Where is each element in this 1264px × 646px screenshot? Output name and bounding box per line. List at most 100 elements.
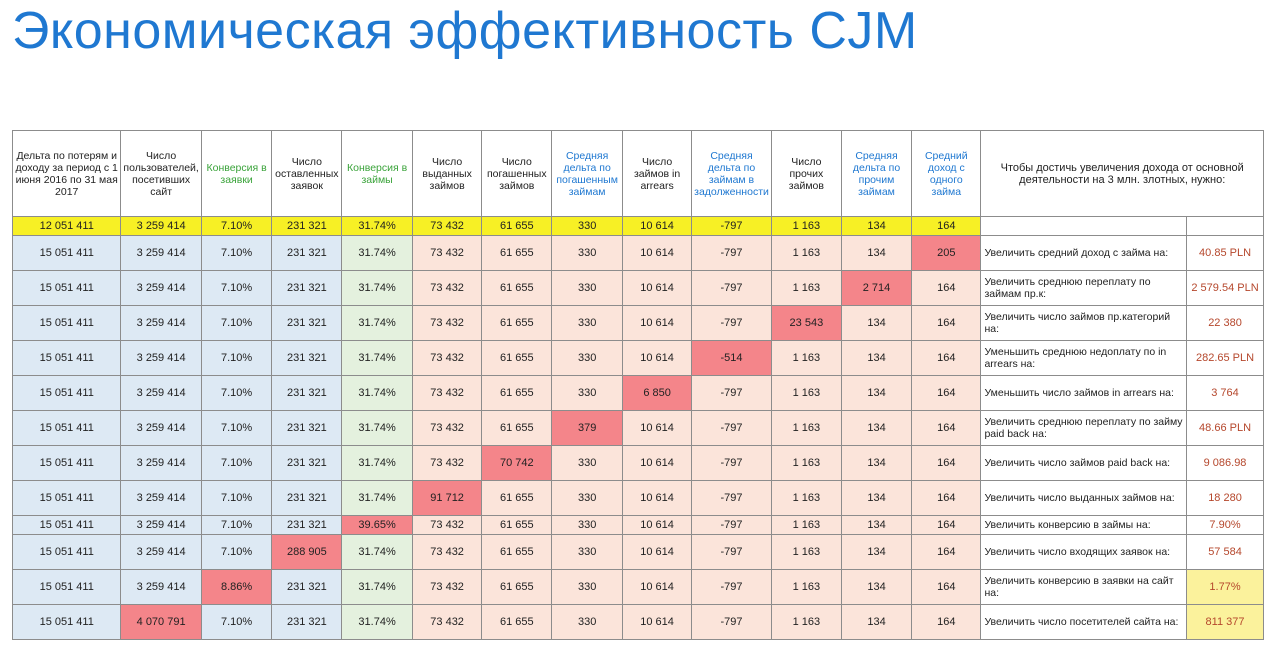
baseline-cell: 7.10%: [200, 216, 273, 236]
value-cell: -797: [691, 410, 772, 446]
value-cell: 134: [840, 340, 913, 376]
value-cell: 7.10%: [200, 235, 273, 271]
value-cell: 31.74%: [341, 235, 413, 271]
action-label: Увеличить среднюю переплату по займам пр…: [980, 270, 1188, 306]
value-cell: -797: [691, 569, 772, 605]
baseline-cell: 73 432: [411, 216, 483, 236]
value-cell: 1 163: [770, 604, 842, 640]
target-value: 2 579.54 PLN: [1186, 270, 1264, 306]
value-cell: 3 259 414: [120, 340, 202, 376]
value-cell: 134: [840, 515, 913, 535]
scenario-row: 15 051 411 4 070 791 7.10% 231 321 31.74% 73 …: [11, 604, 1264, 640]
scenario-row: 15 051 411 3 259 414 7.10% 231 321 31.74% 73 …: [11, 375, 1264, 411]
action-label: Увеличить число посетителей сайта на:: [980, 604, 1188, 640]
value-cell: 73 432: [411, 270, 483, 306]
value-cell: 7.10%: [200, 410, 273, 446]
value-cell: 10 614: [622, 445, 693, 481]
value-cell: -797: [691, 375, 772, 411]
scenario-row: 15 051 411 3 259 414 7.10% 231 321 31.74% 73 …: [11, 445, 1264, 481]
baseline-cell: 12 051 411: [11, 216, 122, 236]
value-cell: 330: [551, 305, 624, 341]
value-cell: 31.74%: [341, 305, 413, 341]
empty-cell: [1186, 216, 1264, 236]
value-cell: 3 259 414: [120, 569, 202, 605]
value-cell: 1 163: [770, 534, 842, 570]
value-cell: 10 614: [622, 340, 693, 376]
value-cell: 231 321: [271, 515, 343, 535]
value-cell: 7.10%: [200, 270, 273, 306]
value-cell: 164: [911, 445, 982, 481]
value-cell: 10 614: [622, 515, 693, 535]
value-cell: 134: [840, 480, 913, 516]
value-cell: 231 321: [271, 604, 343, 640]
value-cell: 1 163: [770, 569, 842, 605]
value-cell: -797: [691, 604, 772, 640]
action-label: Увеличить число входящих заявок на:: [980, 534, 1188, 570]
value-cell: 231 321: [271, 340, 343, 376]
action-label: Увеличить средний доход с займа на:: [980, 235, 1188, 271]
baseline-cell: 3 259 414: [120, 216, 202, 236]
value-cell: 15 051 411: [11, 235, 122, 271]
baseline-cell: 1 163: [770, 216, 842, 236]
action-label: Уменьшить число займов in arrears на:: [980, 375, 1188, 411]
value-cell: 31.74%: [341, 604, 413, 640]
baseline-cell: -797: [691, 216, 772, 236]
value-cell: 330: [551, 235, 624, 271]
value-cell: 15 051 411: [11, 270, 122, 306]
column-header: Средняя дельта по займам в задолженности: [691, 130, 772, 217]
value-cell: 15 051 411: [11, 375, 122, 411]
value-cell: 3 259 414: [120, 515, 202, 535]
value-cell: 31.74%: [341, 340, 413, 376]
value-cell: 31.74%: [341, 375, 413, 411]
value-cell: 7.10%: [200, 305, 273, 341]
target-value: 57 584: [1186, 534, 1264, 570]
baseline-cell: 10 614: [622, 216, 693, 236]
value-cell: 61 655: [481, 480, 553, 516]
page-title: Экономическая эффективность CJM: [12, 2, 918, 60]
value-cell: 164: [911, 375, 982, 411]
column-header: Число оставленных заявок: [271, 130, 343, 217]
value-cell: 330: [551, 375, 624, 411]
baseline-cell: 231 321: [271, 216, 343, 236]
action-label: Увеличить конверсию в заявки на сайт на:: [980, 569, 1188, 605]
value-cell: 134: [840, 375, 913, 411]
scenario-row: 15 051 411 3 259 414 7.10% 231 321 31.74% 73 …: [11, 235, 1264, 271]
value-cell: 330: [551, 534, 624, 570]
value-cell: 7.10%: [200, 480, 273, 516]
value-cell: 15 051 411: [11, 480, 122, 516]
value-cell: 73 432: [411, 340, 483, 376]
changed-value-cell: 205: [911, 235, 982, 271]
value-cell: 231 321: [271, 480, 343, 516]
scenario-row: 15 051 411 3 259 414 7.10% 231 321 31.74% 73 …: [11, 340, 1264, 376]
value-cell: 10 614: [622, 534, 693, 570]
baseline-cell: 61 655: [481, 216, 553, 236]
action-label: Увеличить число выданных займов на:: [980, 480, 1188, 516]
value-cell: 3 259 414: [120, 445, 202, 481]
changed-value-cell: 288 905: [271, 534, 343, 570]
value-cell: 73 432: [411, 235, 483, 271]
value-cell: 134: [840, 604, 913, 640]
value-cell: 164: [911, 515, 982, 535]
column-header: Средний доход с одного займа: [911, 130, 982, 217]
value-cell: 31.74%: [341, 410, 413, 446]
value-cell: 231 321: [271, 445, 343, 481]
column-header: Число займов in arrears: [622, 130, 693, 217]
value-cell: 1 163: [770, 480, 842, 516]
changed-value-cell: 2 714: [840, 270, 913, 306]
baseline-cell: 31.74%: [341, 216, 413, 236]
changed-value-cell: 379: [551, 410, 624, 446]
value-cell: -797: [691, 515, 772, 535]
value-cell: 3 259 414: [120, 480, 202, 516]
baseline-cell: 330: [551, 216, 624, 236]
value-cell: 61 655: [481, 410, 553, 446]
scenario-row: 15 051 411 3 259 414 7.10% 231 321 31.74% 73 …: [11, 410, 1264, 446]
baseline-row: 12 051 411 3 259 414 7.10% 231 321 31.74% 73 …: [11, 216, 1264, 236]
value-cell: 61 655: [481, 515, 553, 535]
value-cell: 61 655: [481, 270, 553, 306]
scenario-row: 15 051 411 3 259 414 8.86% 231 321 31.74% 73 …: [11, 569, 1264, 605]
value-cell: 164: [911, 480, 982, 516]
action-label: Увеличить число займов пр.категорий на:: [980, 305, 1188, 341]
value-cell: 164: [911, 305, 982, 341]
value-cell: 7.10%: [200, 375, 273, 411]
value-cell: 15 051 411: [11, 305, 122, 341]
